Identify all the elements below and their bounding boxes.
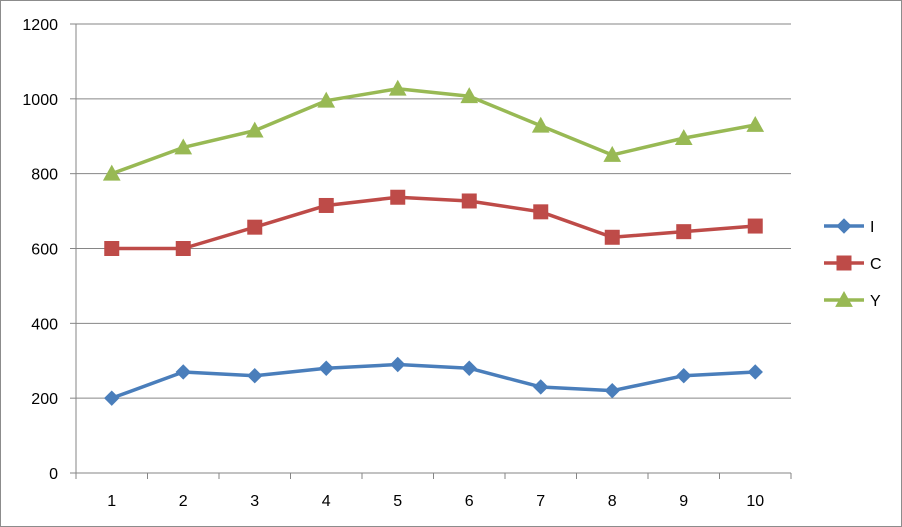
data-point (175, 364, 191, 380)
data-point (533, 204, 549, 220)
y-tick-label: 800 (31, 167, 58, 184)
data-point (531, 116, 550, 133)
data-point (102, 164, 121, 181)
y-tick-label: 600 (31, 242, 58, 259)
x-tick-label: 8 (608, 493, 617, 510)
data-point (746, 115, 765, 132)
x-tick-label: 6 (465, 493, 474, 510)
x-tick-label: 10 (746, 493, 764, 510)
gridlines (76, 23, 791, 399)
data-point (460, 87, 479, 104)
data-point (747, 364, 763, 380)
series-line (111, 362, 756, 400)
legend-label: C (870, 256, 882, 273)
data-point (247, 368, 263, 384)
series-I (104, 356, 763, 406)
x-tick-label: 3 (250, 493, 259, 510)
series-line (111, 195, 756, 251)
legend-item-Y: Y (824, 290, 881, 310)
series-C (104, 189, 763, 256)
data-point (461, 193, 477, 209)
data-point (461, 360, 477, 376)
y-tick-label: 1200 (22, 17, 58, 34)
data-point (676, 368, 692, 384)
series-Y (102, 79, 765, 181)
data-point (604, 382, 620, 399)
x-tick-label: 1 (107, 493, 116, 510)
x-tick-label: 9 (679, 493, 688, 510)
data-point (317, 91, 336, 108)
data-point (674, 129, 693, 146)
data-point (604, 229, 620, 245)
legend-marker (836, 218, 852, 234)
legend-marker (835, 290, 853, 307)
x-tick-label: 5 (393, 493, 402, 510)
series-line (111, 86, 756, 176)
legend-item-C: C (824, 255, 882, 273)
data-point (676, 224, 692, 240)
data-point (104, 241, 120, 256)
y-tick-label: 0 (49, 466, 58, 483)
data-point (603, 145, 622, 162)
legend-label: I (870, 219, 874, 236)
data-point (533, 379, 549, 395)
data-point (245, 121, 264, 138)
x-tick-label: 2 (179, 493, 188, 510)
data-point (247, 219, 263, 235)
data-point (175, 241, 191, 256)
data-point (747, 218, 763, 234)
plot-area (102, 79, 765, 406)
legend-item-I: I (824, 218, 874, 236)
legend-label: Y (870, 293, 881, 310)
data-point (318, 197, 334, 213)
x-tick-label: 7 (536, 493, 545, 510)
x-tick-label: 4 (322, 493, 331, 510)
axes: 0 200 400 600 800 1000 1200 1 2 3 4 5 6 7 8 9 10 (22, 17, 792, 510)
data-point (390, 189, 406, 205)
y-tick-label: 200 (31, 391, 58, 408)
y-tick-label: 1000 (22, 92, 58, 109)
data-point (318, 360, 334, 376)
legend-marker (836, 255, 852, 271)
legend: I C Y (824, 218, 882, 310)
y-tick-label: 400 (31, 316, 58, 333)
data-point (388, 79, 407, 96)
data-point (104, 390, 120, 406)
data-point (174, 138, 193, 155)
data-point (390, 356, 406, 373)
